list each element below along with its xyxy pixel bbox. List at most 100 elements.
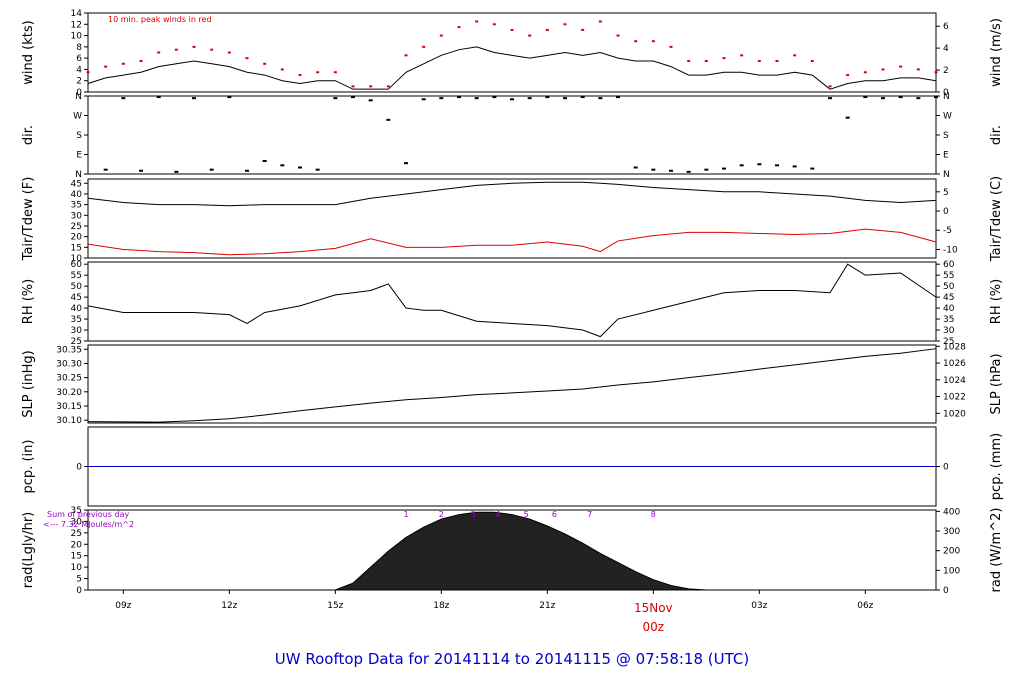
- direction-point: [280, 164, 285, 167]
- peak-wind-point: [139, 59, 143, 62]
- midnight-date-label: 15Nov: [634, 601, 673, 615]
- radiation-sum-label: Sum of previous day: [47, 510, 129, 519]
- direction-point: [439, 97, 444, 100]
- y-tick-label: 25: [71, 222, 82, 232]
- peak-wind-point: [793, 54, 797, 57]
- y-tick-label: 35: [71, 506, 82, 516]
- peak-wind-point: [916, 68, 920, 71]
- peak-wind-point: [386, 85, 390, 88]
- panel-frame: [87, 344, 937, 424]
- direction-point: [227, 96, 232, 99]
- sun-hour-label: 1: [403, 510, 408, 519]
- y-tick-label-right: 60: [943, 260, 955, 270]
- y-tick-label: 25: [71, 529, 82, 539]
- y-tick-label: 30.35: [56, 345, 82, 355]
- direction-point: [545, 96, 550, 99]
- peak-wind-point: [722, 57, 726, 60]
- peak-wind-point: [86, 71, 90, 74]
- y-tick-label-right: E: [943, 151, 949, 161]
- direction-point: [404, 162, 408, 165]
- direction-point: [474, 97, 479, 100]
- y-axis-label-left: Tair/Tdew (F): [21, 177, 36, 262]
- peak-wind-point: [298, 74, 302, 77]
- y-tick-label-right: 4: [943, 44, 949, 54]
- panel-frame: [87, 261, 937, 342]
- direction-point: [686, 170, 691, 173]
- y-tick-label: 30.20: [56, 388, 82, 398]
- peak-wind-point: [704, 59, 708, 62]
- direction-point: [121, 97, 126, 100]
- x-tick-label: 06z: [857, 601, 873, 611]
- x-tick-label: 03z: [751, 601, 767, 611]
- direction-point: [739, 164, 744, 167]
- y-tick-label: 0: [76, 88, 82, 98]
- y-tick-label-right: 30: [943, 326, 955, 336]
- peak-wind-point: [740, 54, 744, 57]
- peak-wind-point: [757, 59, 761, 62]
- y-tick-label: 40: [71, 190, 83, 200]
- peak-wind-point: [192, 45, 196, 48]
- sun-hour-label: 7: [587, 510, 592, 519]
- y-tick-label: 6: [76, 54, 82, 64]
- y-tick-label-right: 200: [943, 547, 960, 557]
- y-tick-label-right: 400: [943, 507, 960, 517]
- direction-point: [881, 97, 885, 100]
- y-tick-label-right: 0: [943, 586, 949, 596]
- y-tick-label: 30.15: [56, 402, 82, 412]
- y-tick-label: 8: [76, 43, 82, 53]
- sun-hour-label: 8: [651, 510, 656, 519]
- y-tick-label-right: 300: [943, 527, 960, 537]
- peak-wind-point: [104, 65, 108, 68]
- peak-wind-point: [528, 34, 532, 37]
- peak-wind-annotation: 10 min. peak winds in red: [108, 15, 212, 24]
- y-tick-label: 14: [71, 9, 83, 19]
- peak-wind-point: [616, 34, 620, 37]
- peak-wind-point: [280, 68, 284, 71]
- peak-wind-point: [846, 74, 850, 77]
- direction-point: [563, 97, 567, 100]
- y-tick-label-right: 45: [943, 293, 954, 303]
- direction-point: [192, 97, 196, 100]
- y-tick-label: 5: [76, 575, 82, 585]
- y-tick-label: 30.25: [56, 374, 82, 384]
- y-tick-label: 20: [71, 233, 83, 243]
- peak-wind-point: [369, 85, 373, 88]
- y-tick-label-right: 40: [943, 304, 955, 314]
- y-tick-label: 2: [76, 77, 82, 87]
- slp-line: [87, 348, 937, 423]
- direction-point: [315, 168, 320, 171]
- peak-wind-point: [475, 20, 479, 23]
- y-tick-label: 10: [71, 32, 83, 42]
- peak-wind-point: [157, 51, 161, 54]
- direction-point: [616, 96, 620, 99]
- panel-pcp: 0 0 pcp. (in) pcp. (mm): [21, 426, 1004, 507]
- panel-frame: [87, 95, 937, 175]
- y-tick-label: N: [75, 92, 82, 102]
- sun-hour-label: 2: [439, 510, 444, 519]
- y-tick-label: 10: [71, 563, 83, 573]
- y-tick-label: 15: [71, 552, 82, 562]
- panel-frame: [87, 12, 937, 93]
- y-tick-label-right: 55: [943, 271, 954, 281]
- peak-wind-point: [545, 28, 549, 31]
- y-tick-label: 0: [76, 586, 82, 596]
- y-tick-label: 12: [71, 20, 82, 30]
- direction-point: [863, 96, 868, 99]
- y-tick-label-right: 0: [943, 463, 949, 473]
- y-tick-label: 4: [76, 65, 82, 75]
- direction-point: [262, 160, 267, 162]
- peak-wind-point: [333, 71, 337, 74]
- peak-wind-point: [669, 45, 673, 48]
- y-tick-label-right: 1026: [943, 359, 966, 369]
- y-tick-label-right: 2: [943, 66, 949, 76]
- peak-wind-point: [121, 62, 125, 65]
- direction-point: [245, 169, 249, 172]
- y-tick-label: 30: [71, 517, 83, 527]
- peak-wind-point: [174, 48, 178, 51]
- radiation-sum-value: <--- 7.32 MJoules/m^2: [43, 520, 134, 529]
- peak-wind-point: [404, 54, 408, 57]
- peak-wind-point: [881, 68, 885, 71]
- peak-wind-point: [598, 20, 602, 23]
- wind-series-line: [87, 46, 937, 90]
